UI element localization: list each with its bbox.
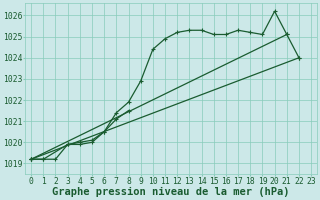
X-axis label: Graphe pression niveau de la mer (hPa): Graphe pression niveau de la mer (hPa)	[52, 187, 290, 197]
